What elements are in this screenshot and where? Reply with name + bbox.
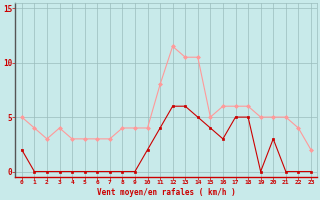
- X-axis label: Vent moyen/en rafales ( km/h ): Vent moyen/en rafales ( km/h ): [97, 188, 236, 197]
